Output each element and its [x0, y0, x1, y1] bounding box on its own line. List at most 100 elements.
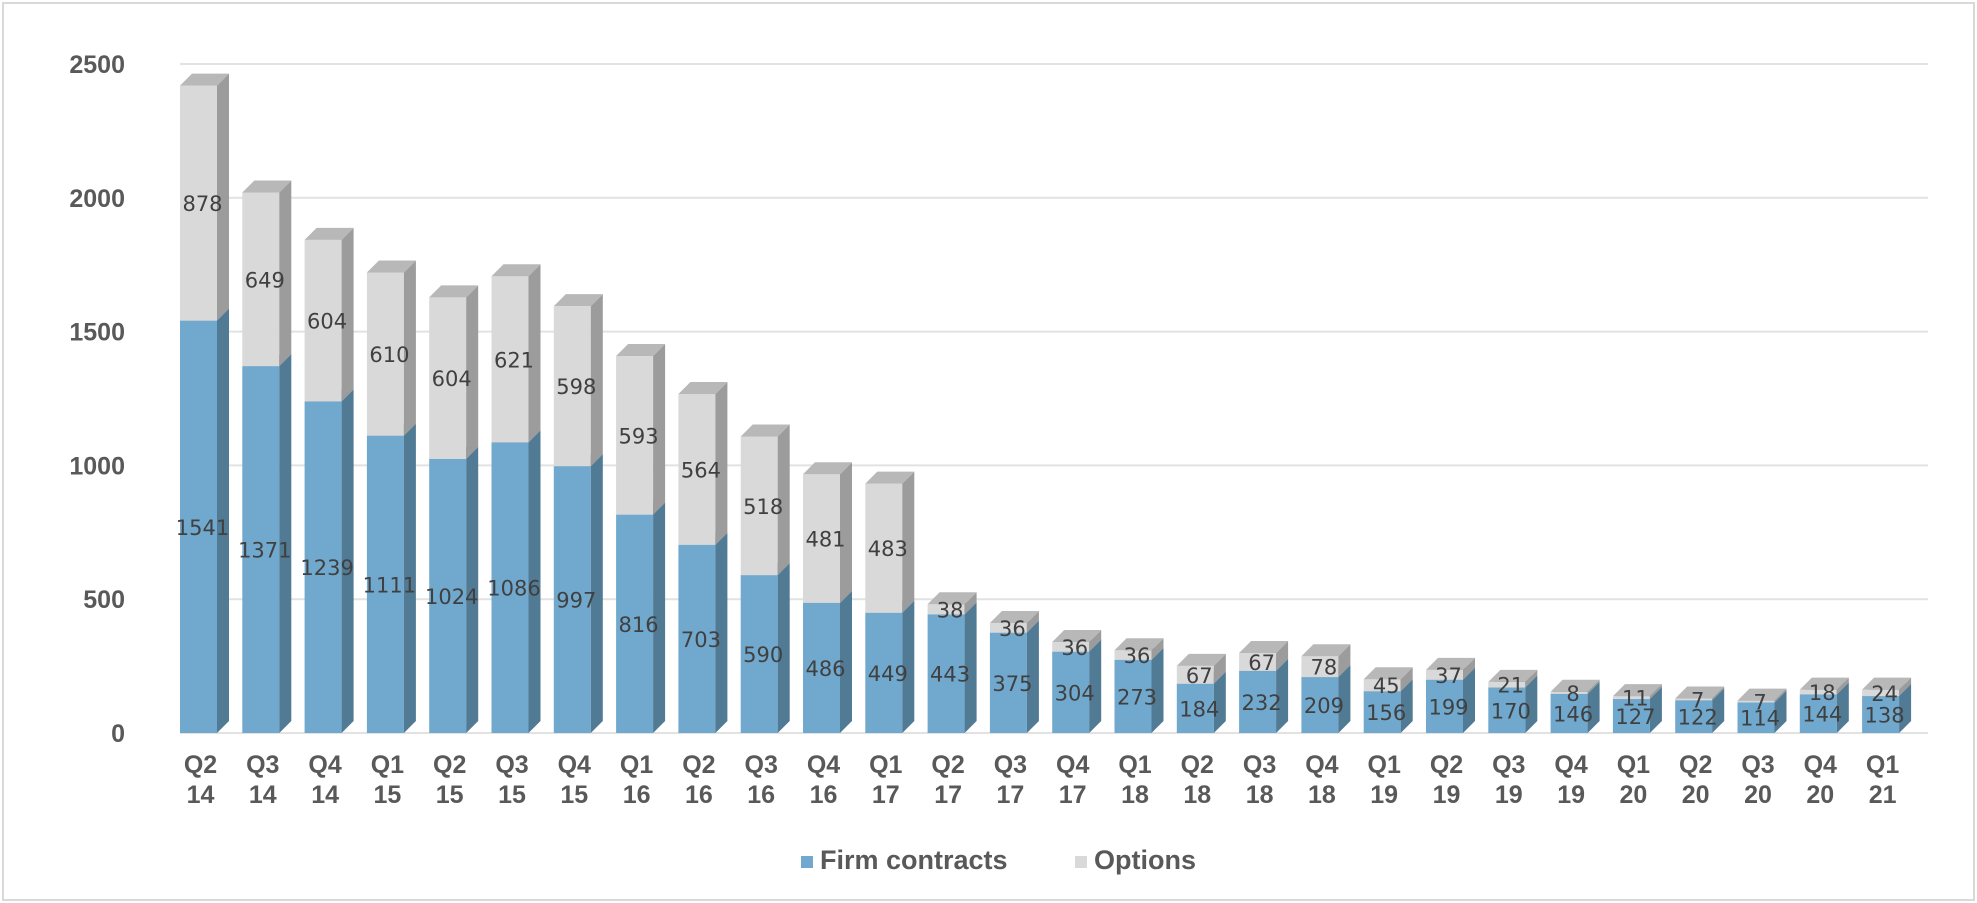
bar-options-front — [740, 436, 778, 576]
bar-firm-contracts-side — [1338, 665, 1351, 733]
bar-firm-contracts-front — [803, 602, 840, 733]
bar-options-side — [1213, 653, 1226, 684]
bar-options-top — [1426, 657, 1475, 670]
bar-firm-contracts-front — [740, 575, 778, 733]
bar-firm-contracts — [491, 430, 541, 733]
bar-options-side — [1089, 630, 1102, 652]
bar-options-side — [403, 260, 416, 436]
bar-options-side — [1400, 667, 1413, 692]
data-label-options: 483 — [868, 537, 908, 561]
bar-options-side — [1338, 644, 1351, 678]
data-label-firm-contracts: 1239 — [300, 556, 353, 580]
x-tick-label: Q1 20 — [1617, 751, 1650, 809]
legend-label-options: Options — [1094, 845, 1196, 875]
bar-options — [1550, 679, 1600, 694]
bar-options-front — [242, 192, 280, 367]
bar-options-top — [1363, 667, 1413, 680]
bar-options-top — [616, 343, 666, 356]
x-tick-label: Q3 17 — [994, 751, 1027, 809]
bar-firm-contracts-front — [1301, 677, 1339, 733]
data-label-options: 21 — [1497, 674, 1524, 698]
bar-options-side — [217, 73, 229, 321]
x-tick-label: Q3 14 — [246, 751, 279, 809]
bar-firm-contracts-front — [1488, 687, 1526, 733]
data-label-firm-contracts: 1111 — [363, 573, 416, 597]
bar-firm-contracts-side — [403, 423, 416, 733]
bar-firm-contracts-side — [715, 532, 728, 733]
bar-firm-contracts-front — [1176, 683, 1214, 733]
bar-options — [180, 73, 229, 321]
bar-firm-contracts-side — [1836, 682, 1849, 733]
bar-options-front — [1612, 696, 1650, 700]
data-label-options: 649 — [245, 268, 285, 292]
bar-options-side — [840, 462, 852, 603]
bar-firm-contracts-side — [217, 308, 229, 733]
bar-firm-contracts-side — [528, 430, 541, 733]
bar-firm-contracts-side — [1151, 647, 1164, 733]
data-label-firm-contracts: 114 — [1740, 707, 1780, 731]
bar-firm-contracts — [553, 454, 603, 733]
bar-options — [429, 285, 479, 459]
bar-firm-contracts-front — [678, 544, 716, 733]
data-label-firm-contracts: 209 — [1304, 694, 1344, 718]
x-tick-label: Q2 18 — [1181, 751, 1214, 809]
bar-options-front — [1488, 681, 1526, 688]
data-labels: 1541878137164912396041111610102460410866… — [176, 192, 1905, 731]
bar-firm-contracts-front — [1550, 693, 1588, 733]
bar-firm-contracts-front — [1799, 694, 1837, 733]
bar-options-side — [777, 424, 790, 576]
bar-options-front — [1114, 650, 1152, 660]
bar-firm-contracts-front — [1675, 700, 1713, 733]
x-tick-label: Q1 21 — [1866, 751, 1899, 809]
bar-options-top — [366, 260, 416, 273]
bar-options-side — [1649, 684, 1662, 700]
bar-firm-contracts-front — [1363, 691, 1401, 733]
y-tick-label: 1000 — [69, 452, 125, 480]
bar-options-side — [653, 343, 666, 515]
bar-firm-contracts — [304, 389, 354, 733]
x-axis: Q2 14 Q3 14 Q4 14 Q1 15 Q2 15 Q3 15 Q4 15 Q1 16 Q2 16 Q3 16… — [184, 751, 1900, 809]
x-tick-label: Q1 16 — [620, 751, 653, 809]
bar-options-front — [304, 239, 342, 402]
bar-options-side — [1026, 611, 1039, 633]
bar-options-front — [1862, 689, 1900, 697]
bar-options — [1176, 653, 1226, 684]
x-tick-label: Q2 19 — [1430, 751, 1463, 809]
y-tick-label: 1500 — [69, 319, 125, 347]
bar-firm-contracts-front — [616, 514, 654, 733]
bar-options-top — [1301, 644, 1351, 657]
data-label-options: 18 — [1809, 681, 1836, 705]
x-tick-label: Q4 15 — [558, 751, 591, 809]
bar-options-front — [553, 306, 591, 467]
bar-firm-contracts-front — [1612, 699, 1650, 733]
bar-options — [553, 294, 603, 467]
bar-options — [678, 381, 728, 545]
bar-options — [1239, 640, 1289, 671]
bar-firm-contracts — [616, 502, 666, 733]
bars — [180, 73, 1912, 733]
y-tick-label: 2500 — [69, 51, 125, 79]
bar-firm-contracts-side — [1026, 620, 1039, 733]
x-tick-label: Q3 19 — [1492, 751, 1525, 809]
bar-options-side — [279, 180, 292, 367]
bar-options-front — [1239, 652, 1277, 671]
bar-options-side — [1587, 679, 1600, 694]
data-label-options: 67 — [1248, 651, 1275, 675]
bar-options-top — [553, 294, 603, 307]
bar-firm-contracts-side — [341, 389, 354, 733]
x-tick-label: Q4 14 — [308, 751, 341, 809]
bar-options-top — [740, 424, 790, 437]
bar-options — [1612, 684, 1662, 700]
bar-options-front — [1363, 679, 1401, 692]
y-tick-label: 500 — [83, 586, 125, 614]
data-label-options: 518 — [743, 495, 783, 519]
bar-options-front — [180, 85, 217, 321]
bar-options-front — [803, 474, 840, 603]
bar-options — [865, 471, 915, 613]
y-tick-label: 0 — [111, 720, 125, 748]
x-tick-label: Q1 17 — [869, 751, 902, 809]
y-tick-label: 2000 — [69, 185, 125, 213]
bar-firm-contracts-front — [927, 614, 965, 733]
x-tick-label: Q4 20 — [1804, 751, 1837, 809]
bar-options-top — [429, 285, 479, 298]
